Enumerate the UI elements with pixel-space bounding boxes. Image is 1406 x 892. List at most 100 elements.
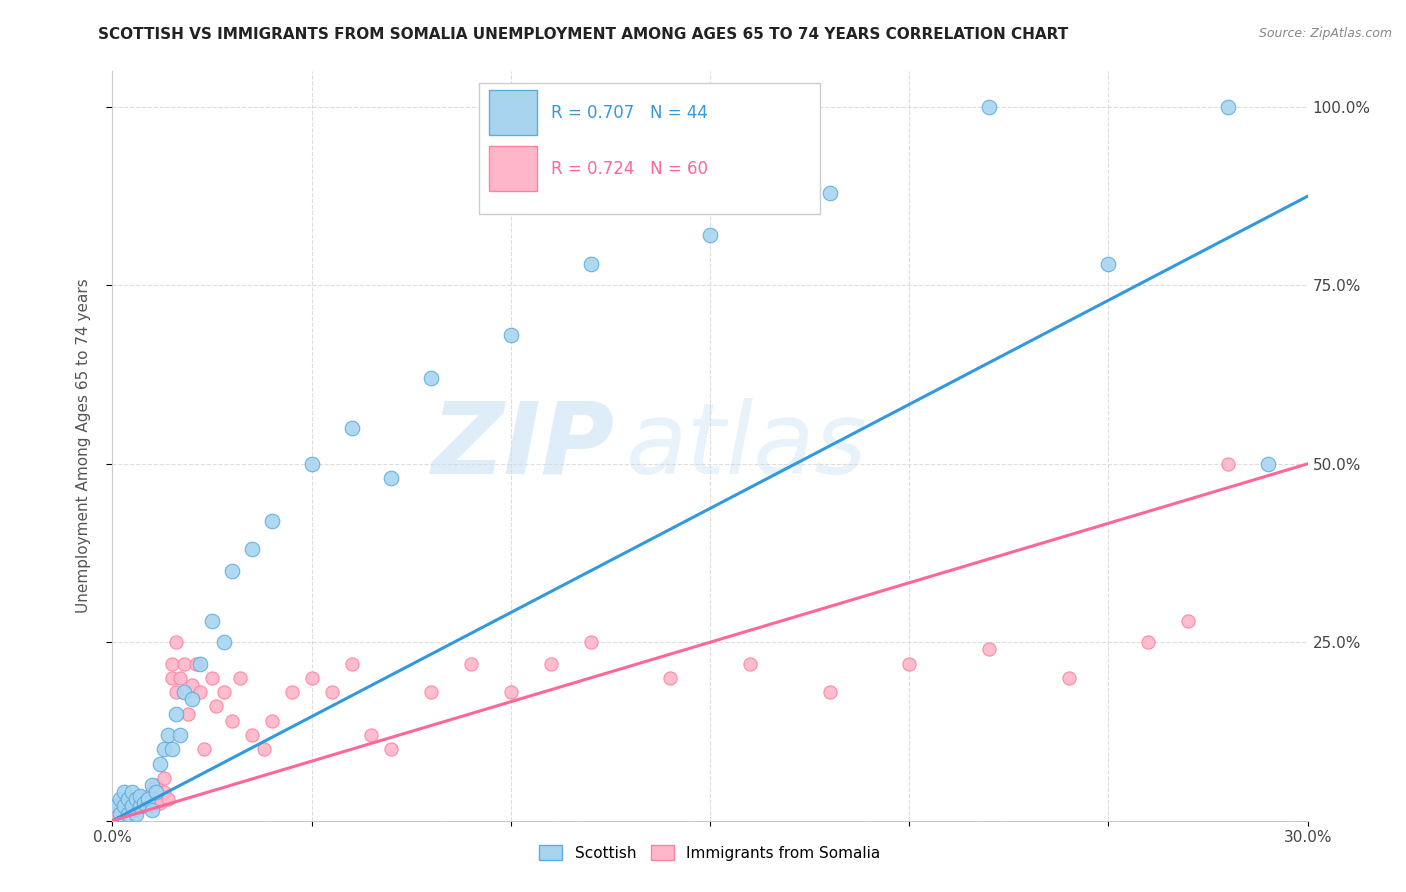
Point — [117, 792, 139, 806]
Point — [420, 371, 443, 385]
Point — [105, 806, 128, 821]
Point — [229, 671, 252, 685]
Point — [340, 657, 363, 671]
Point — [221, 564, 243, 578]
Point — [114, 785, 135, 799]
Point — [380, 742, 402, 756]
Point — [121, 785, 143, 799]
Point — [129, 789, 152, 803]
Point — [173, 685, 195, 699]
Point — [212, 635, 235, 649]
Point — [134, 796, 156, 810]
Point — [121, 799, 143, 814]
Text: SCOTTISH VS IMMIGRANTS FROM SOMALIA UNEMPLOYMENT AMONG AGES 65 TO 74 YEARS CORRE: SCOTTISH VS IMMIGRANTS FROM SOMALIA UNEM… — [98, 27, 1069, 42]
Point — [121, 792, 143, 806]
Text: Source: ZipAtlas.com: Source: ZipAtlas.com — [1258, 27, 1392, 40]
Point — [738, 657, 761, 671]
Text: ZIP: ZIP — [432, 398, 614, 494]
Point — [221, 714, 243, 728]
Text: R = 0.724   N = 60: R = 0.724 N = 60 — [551, 160, 709, 178]
Point — [201, 614, 224, 628]
Point — [818, 186, 841, 200]
Point — [141, 799, 163, 814]
Point — [540, 657, 562, 671]
Point — [186, 657, 208, 671]
Point — [281, 685, 304, 699]
Point — [181, 692, 204, 706]
Point — [260, 714, 283, 728]
Point — [1257, 457, 1279, 471]
Point — [129, 789, 152, 803]
Point — [499, 328, 522, 343]
Point — [157, 728, 180, 742]
Point — [129, 799, 152, 814]
Point — [129, 796, 152, 810]
Point — [181, 678, 204, 692]
Point — [125, 792, 148, 806]
Point — [153, 742, 176, 756]
Point — [253, 742, 276, 756]
Point — [1057, 671, 1080, 685]
FancyBboxPatch shape — [489, 90, 537, 135]
Point — [141, 785, 163, 799]
Point — [162, 657, 183, 671]
Point — [169, 671, 191, 685]
Point — [579, 635, 602, 649]
Point — [321, 685, 343, 699]
Point — [149, 796, 172, 810]
FancyBboxPatch shape — [479, 83, 820, 214]
Point — [818, 685, 841, 699]
Point — [138, 796, 160, 810]
Point — [360, 728, 382, 742]
Point — [699, 228, 721, 243]
Point — [420, 685, 443, 699]
Point — [659, 671, 682, 685]
Point — [117, 806, 139, 821]
Point — [205, 699, 228, 714]
Point — [260, 514, 283, 528]
Point — [240, 728, 263, 742]
Point — [117, 801, 139, 815]
Point — [301, 671, 323, 685]
Point — [165, 685, 187, 699]
Point — [134, 792, 156, 806]
Point — [114, 799, 135, 814]
Point — [125, 806, 148, 821]
Point — [162, 671, 183, 685]
Point — [177, 706, 200, 721]
FancyBboxPatch shape — [489, 146, 537, 191]
Point — [125, 803, 148, 817]
Point — [188, 657, 211, 671]
Point — [138, 792, 160, 806]
Point — [1097, 257, 1119, 271]
Point — [1216, 457, 1239, 471]
Point — [141, 778, 163, 792]
Point — [165, 706, 187, 721]
Point — [499, 685, 522, 699]
Point — [898, 657, 921, 671]
Point — [240, 542, 263, 557]
Point — [301, 457, 323, 471]
Text: R = 0.707   N = 44: R = 0.707 N = 44 — [551, 103, 709, 121]
Point — [977, 642, 1000, 657]
Point — [193, 742, 215, 756]
Point — [169, 728, 191, 742]
Point — [173, 657, 195, 671]
Point — [134, 799, 156, 814]
Point — [165, 635, 187, 649]
Point — [157, 792, 180, 806]
Y-axis label: Unemployment Among Ages 65 to 74 years: Unemployment Among Ages 65 to 74 years — [76, 278, 91, 614]
Point — [977, 100, 1000, 114]
Point — [145, 778, 167, 792]
Point — [1216, 100, 1239, 114]
Point — [114, 796, 135, 810]
Point — [105, 799, 128, 814]
Point — [340, 421, 363, 435]
Point — [110, 806, 132, 821]
Point — [460, 657, 482, 671]
Point — [162, 742, 183, 756]
Point — [188, 685, 211, 699]
Point — [121, 799, 143, 814]
Point — [380, 471, 402, 485]
Point — [212, 685, 235, 699]
